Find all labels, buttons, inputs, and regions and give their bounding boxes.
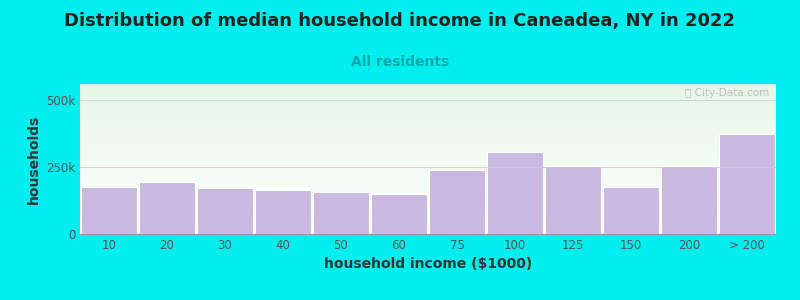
Bar bbox=[429, 170, 486, 234]
Bar bbox=[545, 166, 602, 234]
Bar bbox=[254, 190, 311, 234]
Bar bbox=[138, 182, 195, 234]
Bar bbox=[81, 187, 138, 234]
Bar bbox=[370, 194, 427, 234]
Bar bbox=[197, 188, 254, 234]
Bar bbox=[661, 166, 718, 234]
Bar bbox=[718, 134, 775, 234]
Text: All residents: All residents bbox=[351, 55, 449, 69]
Text: ⓘ City-Data.com: ⓘ City-Data.com bbox=[685, 88, 769, 98]
Text: Distribution of median household income in Caneadea, NY in 2022: Distribution of median household income … bbox=[65, 12, 735, 30]
X-axis label: household income ($1000): household income ($1000) bbox=[324, 257, 532, 272]
Y-axis label: households: households bbox=[26, 114, 41, 204]
Bar bbox=[602, 187, 659, 234]
Bar bbox=[313, 193, 370, 234]
Bar bbox=[486, 152, 543, 234]
